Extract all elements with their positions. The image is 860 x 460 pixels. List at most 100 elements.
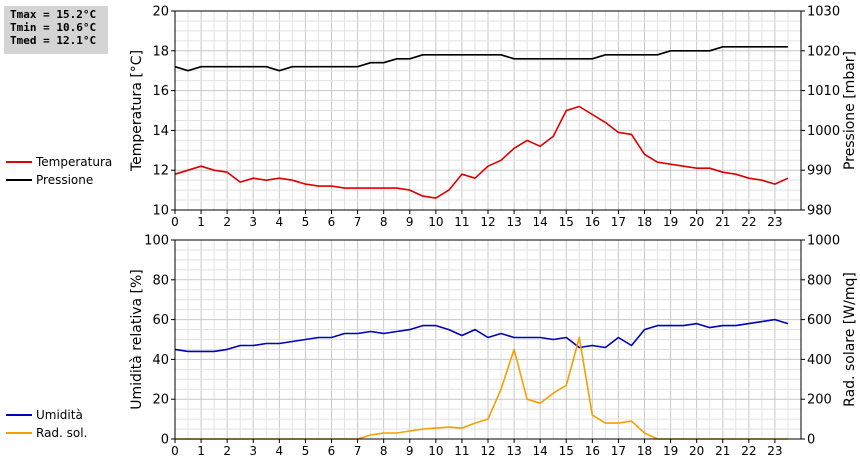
y-left-tick-label: 10 xyxy=(152,204,169,219)
chart-panel-0: 0 1 2 3 4 5 6 7 8 9 10 11 12 13 14 15 16 17 18 19 20 21 22 2310… xyxy=(129,5,858,230)
x-tick-label: 14 xyxy=(533,215,548,229)
x-tick-label: 12 xyxy=(480,215,495,229)
legend-label-umidita: Umidità xyxy=(36,408,83,422)
x-tick-label: 4 xyxy=(276,444,284,458)
series-line-rad-sol xyxy=(175,336,788,440)
legend-bottom: Umidità Rad. sol. xyxy=(4,406,87,442)
x-tick-label: 9 xyxy=(406,444,414,458)
x-tick-label: 17 xyxy=(611,215,626,229)
x-tick-label: 18 xyxy=(637,215,652,229)
x-tick-label: 4 xyxy=(276,215,284,229)
y-left-axis-label: Umidità relativa [%] xyxy=(129,269,145,410)
legend-top: Temperatura Pressione xyxy=(4,153,112,189)
legend-item-temperatura: Temperatura xyxy=(4,153,112,171)
x-tick-label: 20 xyxy=(689,444,704,458)
x-tick-label: 7 xyxy=(354,444,362,458)
y-right-tick-label: 400 xyxy=(807,353,832,368)
x-tick-label: 10 xyxy=(428,444,443,458)
legend-item-pressione: Pressione xyxy=(4,171,112,189)
y-left-tick-label: 20 xyxy=(152,393,169,408)
y-right-tick-label: 800 xyxy=(807,273,832,288)
x-tick-label: 3 xyxy=(249,444,257,458)
x-tick-label: 22 xyxy=(741,444,756,458)
stat-tmin: Tmin = 10.6°C xyxy=(10,21,97,34)
y-right-axis-label: Rad. solare [W/mq] xyxy=(842,272,858,407)
x-tick-label: 7 xyxy=(354,215,362,229)
x-tick-label: 12 xyxy=(480,444,495,458)
x-tick-label: 11 xyxy=(454,444,469,458)
legend-item-rad-sol: Rad. sol. xyxy=(4,424,87,442)
y-right-tick-label: 1000 xyxy=(807,124,840,139)
x-tick-label: 5 xyxy=(302,215,310,229)
y-left-tick-label: 0 xyxy=(161,433,169,448)
legend-swatch-rad-sol xyxy=(6,432,32,434)
x-tick-label: 5 xyxy=(302,444,310,458)
x-tick-label: 9 xyxy=(406,215,414,229)
x-tick-label: 1 xyxy=(197,215,205,229)
x-tick-label: 0 xyxy=(171,444,179,458)
series-line-pressione xyxy=(174,45,788,72)
x-tick-label: 13 xyxy=(506,215,521,229)
x-tick-label: 6 xyxy=(328,444,336,458)
legend-label-pressione: Pressione xyxy=(36,173,94,187)
x-tick-label: 17 xyxy=(611,444,626,458)
y-right-tick-label: 1000 xyxy=(807,234,840,249)
x-tick-label: 16 xyxy=(585,444,600,458)
x-tick-label: 8 xyxy=(380,444,388,458)
x-tick-label: 23 xyxy=(767,215,782,229)
y-right-tick-label: 990 xyxy=(807,164,832,179)
y-right-axis-label: Pressione [mbar] xyxy=(842,51,858,170)
x-tick-label: 14 xyxy=(533,444,548,458)
y-right-tick-label: 1020 xyxy=(807,44,840,59)
series-line-umidit xyxy=(174,318,789,353)
y-right-tick-label: 0 xyxy=(807,433,815,448)
y-left-axis-label: Temperatura [°C] xyxy=(129,50,145,172)
stat-tmax: Tmax = 15.2°C xyxy=(10,8,97,21)
y-left-tick-label: 80 xyxy=(152,273,169,288)
stat-tmed: Tmed = 12.1°C xyxy=(10,34,97,47)
x-tick-label: 10 xyxy=(428,215,443,229)
y-right-tick-label: 1030 xyxy=(807,5,840,20)
x-tick-label: 2 xyxy=(223,215,231,229)
stats-box: Tmax = 15.2°C Tmin = 10.6°C Tmed = 12.1°… xyxy=(4,6,108,54)
x-tick-label: 13 xyxy=(506,444,521,458)
x-tick-label: 21 xyxy=(715,444,730,458)
series-line-temperatura xyxy=(174,105,789,199)
y-left-tick-label: 100 xyxy=(144,234,169,249)
legend-item-umidita: Umidità xyxy=(4,406,87,424)
legend-label-rad-sol: Rad. sol. xyxy=(36,426,88,440)
legend-swatch-temperatura xyxy=(6,161,32,163)
y-left-tick-label: 60 xyxy=(152,313,169,328)
x-tick-label: 22 xyxy=(741,215,756,229)
chart-panel-1: 0 1 2 3 4 5 6 7 8 9 10 11 12 13 14 15 16 17 18 19 20 21 22 2302… xyxy=(129,234,858,459)
x-tick-label: 3 xyxy=(249,215,257,229)
x-tick-label: 6 xyxy=(328,215,336,229)
y-left-tick-label: 12 xyxy=(152,164,169,179)
x-tick-label: 15 xyxy=(559,444,574,458)
y-right-tick-label: 200 xyxy=(807,393,832,408)
y-left-tick-label: 14 xyxy=(152,124,169,139)
x-tick-label: 19 xyxy=(663,215,678,229)
x-tick-label: 19 xyxy=(663,444,678,458)
y-left-tick-label: 20 xyxy=(152,5,169,20)
x-tick-label: 16 xyxy=(585,215,600,229)
y-left-tick-label: 40 xyxy=(152,353,169,368)
y-left-tick-label: 16 xyxy=(152,84,169,99)
legend-swatch-pressione xyxy=(6,179,32,181)
x-tick-label: 23 xyxy=(767,444,782,458)
x-tick-label: 21 xyxy=(715,215,730,229)
legend-label-temperatura: Temperatura xyxy=(36,155,113,169)
y-right-tick-label: 1010 xyxy=(807,84,840,99)
x-tick-label: 1 xyxy=(197,444,205,458)
y-right-tick-label: 980 xyxy=(807,204,832,219)
x-tick-label: 8 xyxy=(380,215,388,229)
x-tick-label: 11 xyxy=(454,215,469,229)
legend-swatch-umidita xyxy=(6,414,32,416)
x-tick-label: 20 xyxy=(689,215,704,229)
x-tick-label: 2 xyxy=(223,444,231,458)
x-tick-label: 15 xyxy=(559,215,574,229)
x-tick-label: 0 xyxy=(171,215,179,229)
y-right-tick-label: 600 xyxy=(807,313,832,328)
y-left-tick-label: 18 xyxy=(152,44,169,59)
